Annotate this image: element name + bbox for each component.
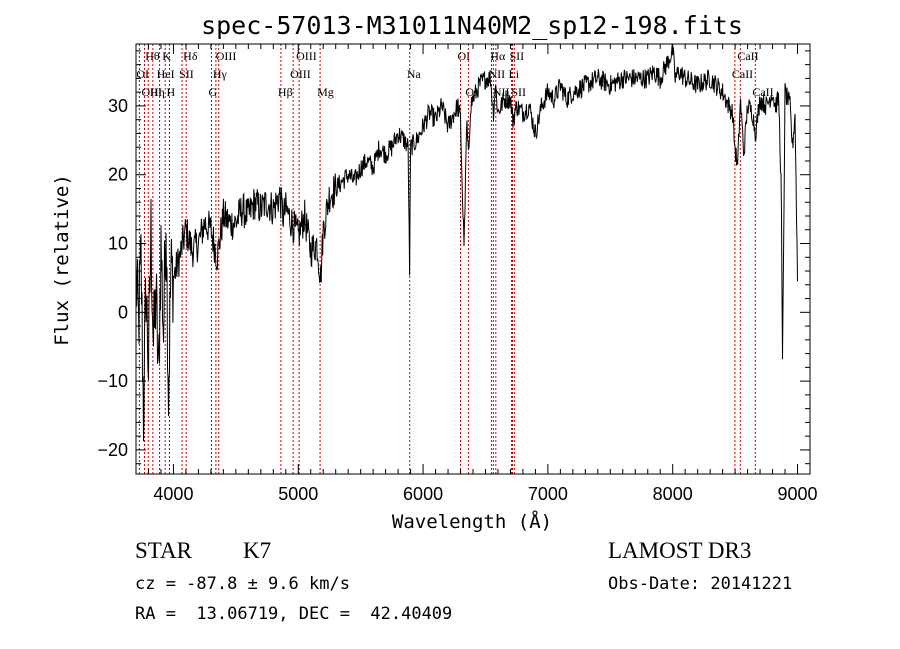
marker-label: NII: [488, 67, 505, 81]
marker-label: OIII: [141, 85, 162, 99]
marker-label: Na: [407, 67, 422, 81]
y-tick-label: 20: [108, 165, 128, 185]
flux-series-line: [135, 43, 798, 442]
x-tick-label: 8000: [653, 484, 693, 504]
marker-label: OI: [136, 67, 149, 81]
marker-label: SII: [511, 85, 526, 99]
y-tick-label: 0: [118, 302, 128, 322]
chart-title: spec-57013-M31011N40M2_sp12-198.fits: [201, 11, 743, 40]
marker-label: Mg: [317, 85, 334, 99]
y-tick-label: 30: [108, 96, 128, 116]
marker-label: SII: [179, 67, 194, 81]
x-tick-label: 4000: [153, 484, 193, 504]
x-tick-label: 5000: [278, 484, 318, 504]
axis-ticks: 4000 5000 6000 7000 8000 9000 −20 −10 0 10 20 30: [97, 44, 818, 504]
line-markers: HθKHδOIIIOIIIOIHαSIICaIIOIHeISIIHγOIIINa…: [136, 44, 774, 474]
x-tick-label: 7000: [528, 484, 568, 504]
y-tick-label: −10: [97, 371, 128, 391]
marker-label: CaII: [737, 49, 758, 63]
y-tick-label: −20: [97, 440, 128, 460]
marker-label: Hδ: [183, 49, 198, 63]
marker-label: H: [166, 85, 175, 99]
marker-label: HeI: [157, 67, 175, 81]
marker-label: OI: [458, 49, 471, 63]
x-tick-label: 6000: [403, 484, 443, 504]
marker-label: K: [162, 49, 171, 63]
marker-label: G: [209, 85, 218, 99]
obs-date: Obs-Date: 20141221: [608, 574, 793, 594]
y-axis-label: Flux (relative): [51, 174, 73, 346]
survey-name: LAMOST DR3: [608, 538, 752, 563]
marker-label: OIII: [296, 49, 317, 63]
x-axis-label: Wavelength (Å): [392, 510, 552, 533]
x-tick-label: 9000: [777, 484, 817, 504]
ra-dec: RA = 13.06719, DEC = 42.40409: [135, 604, 453, 624]
marker-label: SII: [509, 49, 524, 63]
marker-label: CaII: [732, 67, 753, 81]
marker-label: Hα: [490, 49, 506, 63]
y-tick-label: 10: [108, 234, 128, 254]
marker-label: Hγ: [213, 67, 228, 81]
marker-label: OIII: [290, 67, 311, 81]
marker-label: Hη: [150, 85, 165, 99]
plot-frame: [135, 43, 811, 475]
marker-label: Hβ: [278, 85, 293, 99]
object-class: STAR: [135, 538, 192, 563]
marker-label: OIII: [216, 49, 237, 63]
marker-label: NII: [493, 85, 510, 99]
marker-label: CaII: [752, 85, 773, 99]
object-subclass: K7: [243, 538, 272, 563]
redshift-cz: cz = -87.8 ± 9.6 km/s: [135, 574, 350, 594]
